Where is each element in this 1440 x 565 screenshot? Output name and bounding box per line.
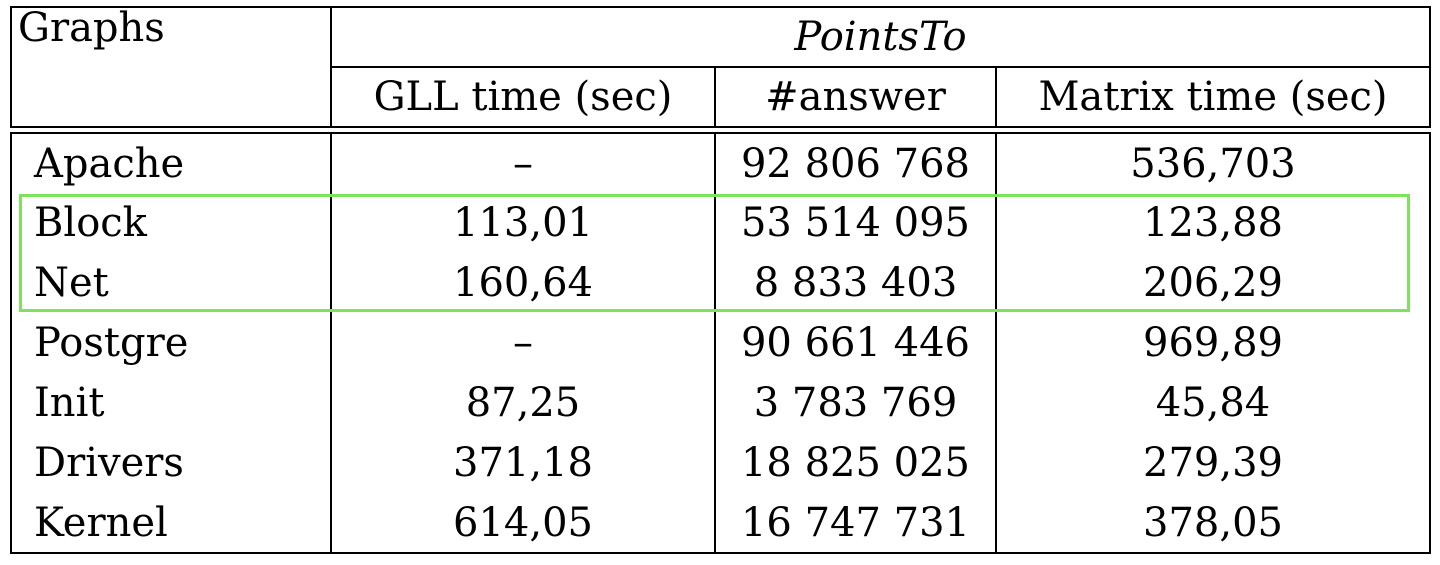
cell-matrix-time: 123,88 xyxy=(996,193,1431,253)
cell-matrix-time: 206,29 xyxy=(996,253,1431,313)
header-graphs: Graphs xyxy=(10,6,332,128)
cell-answer: 90 661 446 xyxy=(715,313,997,373)
cell-answer: 8 833 403 xyxy=(715,253,997,313)
cell-graph: Net xyxy=(10,253,332,313)
cell-matrix-time: 279,39 xyxy=(996,433,1431,493)
table-row: Kernel 614,05 16 747 731 378,05 xyxy=(10,493,1431,554)
cell-matrix-time: 969,89 xyxy=(996,313,1431,373)
cell-gll-time: 371,18 xyxy=(331,433,716,493)
results-table-container: Graphs PointsTo GLL time (sec) #answer M… xyxy=(10,6,1431,554)
cell-gll-time: – xyxy=(331,132,716,193)
table-row: Init 87,25 3 783 769 45,84 xyxy=(10,373,1431,433)
table-row: Apache – 92 806 768 536,703 xyxy=(10,132,1431,193)
cell-graph: Init xyxy=(10,373,332,433)
cell-answer: 53 514 095 xyxy=(715,193,997,253)
table-row: Net 160,64 8 833 403 206,29 xyxy=(10,253,1431,313)
cell-graph: Block xyxy=(10,193,332,253)
cell-answer: 3 783 769 xyxy=(715,373,997,433)
cell-matrix-time: 378,05 xyxy=(996,493,1431,554)
table-row: Block 113,01 53 514 095 123,88 xyxy=(10,193,1431,253)
cell-graph: Drivers xyxy=(10,433,332,493)
header-pointsto: PointsTo xyxy=(331,6,1431,68)
header-matrix-time: Matrix time (sec) xyxy=(996,67,1431,128)
header-row-columns: GLL time (sec) #answer Matrix time (sec) xyxy=(11,67,1431,128)
cell-matrix-time: 536,703 xyxy=(996,132,1431,193)
cell-gll-time: 160,64 xyxy=(331,253,716,313)
cell-gll-time: – xyxy=(331,313,716,373)
table-row: Postgre – 90 661 446 969,89 xyxy=(10,313,1431,373)
table-body: Apache – 92 806 768 536,703 Block 113,01… xyxy=(10,132,1431,554)
results-table: Graphs PointsTo GLL time (sec) #answer M… xyxy=(10,6,1431,554)
cell-matrix-time: 45,84 xyxy=(996,373,1431,433)
cell-graph: Kernel xyxy=(10,493,332,554)
table-row: Drivers 371,18 18 825 025 279,39 xyxy=(10,433,1431,493)
cell-answer: 16 747 731 xyxy=(715,493,997,554)
header-row-group: Graphs PointsTo xyxy=(10,6,1431,128)
cell-graph: Apache xyxy=(10,132,332,193)
cell-answer: 92 806 768 xyxy=(715,132,997,193)
cell-gll-time: 87,25 xyxy=(331,373,716,433)
header-answer: #answer xyxy=(715,67,997,128)
cell-gll-time: 614,05 xyxy=(331,493,716,554)
cell-gll-time: 113,01 xyxy=(331,193,716,253)
header-gll-time: GLL time (sec) xyxy=(331,67,716,128)
cell-graph: Postgre xyxy=(10,313,332,373)
cell-answer: 18 825 025 xyxy=(715,433,997,493)
